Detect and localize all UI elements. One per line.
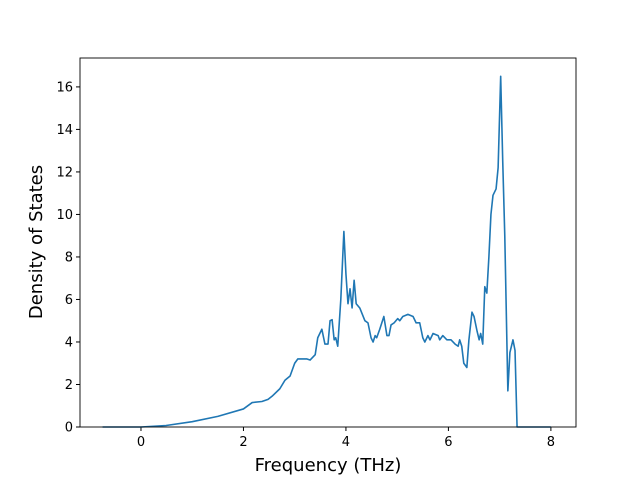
- x-tick-label: 8: [547, 435, 555, 450]
- y-tick-label: 4: [65, 335, 73, 350]
- x-tick-label: 4: [342, 435, 350, 450]
- x-axis-label: Frequency (THz): [255, 455, 402, 476]
- y-tick-label: 8: [65, 250, 73, 265]
- y-tick-label: 14: [56, 123, 73, 138]
- x-tick-label: 0: [137, 435, 145, 450]
- y-axis-label: Density of States: [26, 165, 47, 319]
- y-tick-label: 16: [56, 80, 73, 95]
- y-tick-label: 10: [56, 208, 73, 223]
- x-tick-label: 2: [239, 435, 247, 450]
- y-tick-label: 0: [65, 421, 73, 436]
- dos-line: [102, 75, 551, 428]
- y-tick-label: 6: [65, 293, 73, 308]
- y-tick-label: 12: [56, 165, 73, 180]
- x-tick-label: 6: [444, 435, 452, 450]
- y-tick-label: 2: [65, 378, 73, 393]
- axes-frame: [79, 57, 577, 428]
